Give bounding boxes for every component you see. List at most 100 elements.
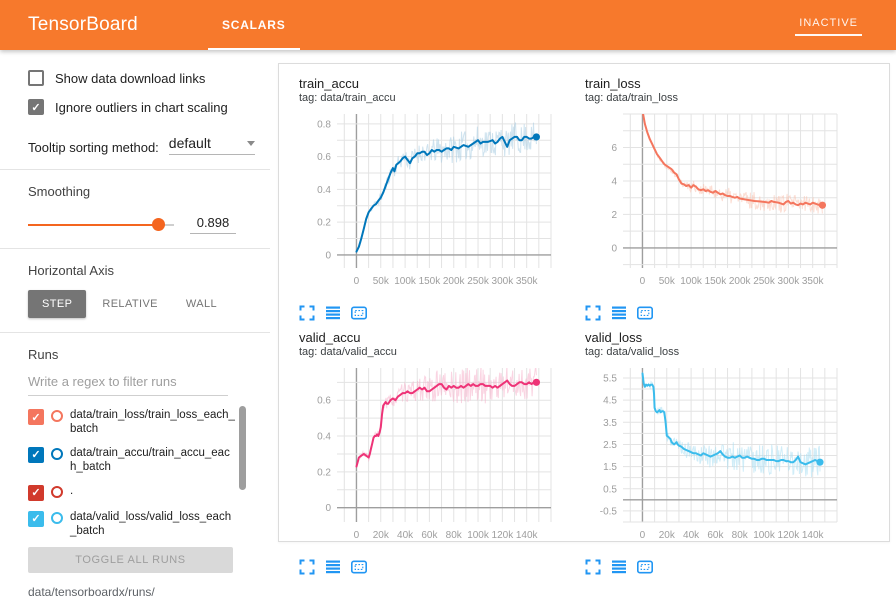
run-checkbox[interactable]: ✓ xyxy=(28,510,44,527)
svg-text:120k: 120k xyxy=(778,530,801,541)
svg-text:1.5: 1.5 xyxy=(603,462,617,473)
charts-card: train_accu tag: data/train_accu 0 50k 100k 15… xyxy=(278,63,890,575)
chart-title: train_loss xyxy=(585,76,641,91)
svg-text:100k: 100k xyxy=(680,276,703,287)
svg-text:350k: 350k xyxy=(516,276,539,287)
smoothing-value-input[interactable]: 0.898 xyxy=(190,215,236,234)
svg-text:0.6: 0.6 xyxy=(317,396,331,407)
run-row[interactable]: ✓ data/valid_loss/valid_loss_each_batch xyxy=(28,510,236,539)
chart-card-valid_accu: valid_accu tag: data/valid_accu 0 20k 40k 60k… xyxy=(299,330,575,576)
axis-wall-button[interactable]: WALL xyxy=(174,290,229,318)
status-dropdown[interactable]: INACTIVE xyxy=(795,15,862,36)
fit-domain-icon[interactable] xyxy=(351,305,367,321)
svg-text:100k: 100k xyxy=(753,530,776,541)
svg-text:5.5: 5.5 xyxy=(603,373,617,384)
fit-domain-icon[interactable] xyxy=(637,305,653,321)
svg-text:40k: 40k xyxy=(683,530,700,541)
run-label: . xyxy=(70,484,74,497)
log-scale-icon[interactable] xyxy=(325,559,341,575)
svg-text:50k: 50k xyxy=(659,276,676,287)
tab-scalars[interactable]: SCALARS xyxy=(204,0,304,50)
run-row[interactable]: ✓. xyxy=(28,484,236,501)
log-scale-icon[interactable] xyxy=(611,305,627,321)
expand-icon[interactable] xyxy=(585,559,601,575)
svg-text:120k: 120k xyxy=(492,530,515,541)
run-checkbox[interactable]: ✓ xyxy=(28,409,44,425)
toggle-all-runs-button[interactable]: TOGGLE ALL RUNS xyxy=(28,547,233,574)
ignore-outliers-label: Ignore outliers in chart scaling xyxy=(55,99,228,115)
chart-actions xyxy=(585,304,861,322)
runs-list: ✓ data/train_loss/train_loss_each_batch ✓ d… xyxy=(28,406,270,539)
ignore-outliers-checkbox[interactable]: ✓ xyxy=(28,99,44,115)
horizontal-axis-label: Horizontal Axis xyxy=(28,263,114,278)
expand-icon[interactable] xyxy=(299,559,315,575)
dashboard-main: train_accu tag: data/train_accu 0 50k 100k 15… xyxy=(270,50,896,575)
svg-text:140k: 140k xyxy=(516,530,539,541)
smoothing-slider[interactable] xyxy=(28,217,174,232)
svg-text:0: 0 xyxy=(354,276,360,287)
run-checkbox[interactable]: ✓ xyxy=(28,484,44,501)
slider-handle[interactable] xyxy=(152,217,166,231)
svg-text:60k: 60k xyxy=(421,530,438,541)
svg-text:50k: 50k xyxy=(373,276,390,287)
show-download-links-label: Show data download links xyxy=(55,70,206,86)
app-header: TensorBoard SCALARS INACTIVE xyxy=(0,0,896,50)
tooltip-sorting-label: Tooltip sorting method: xyxy=(28,140,159,155)
axis-relative-button[interactable]: RELATIVE xyxy=(90,290,170,318)
run-label: data/valid_loss/valid_loss_each_batch xyxy=(70,510,232,537)
svg-text:4: 4 xyxy=(611,176,617,187)
chart-tag: tag: data/train_accu xyxy=(299,92,396,104)
svg-text:20k: 20k xyxy=(659,530,676,541)
run-isolator-radio[interactable] xyxy=(51,447,63,460)
runs-logdir-path: data/tensorboardx/runs/ xyxy=(28,585,155,599)
svg-text:0: 0 xyxy=(611,243,617,254)
svg-text:100k: 100k xyxy=(394,276,417,287)
chart-tag: tag: data/valid_loss xyxy=(585,346,680,358)
chart-card-train_loss: train_loss tag: data/train_loss 0 50k 100k 15… xyxy=(585,76,861,322)
run-row[interactable]: ✓ data/train_accu/train_accu_each_batch xyxy=(28,446,236,475)
run-isolator-radio[interactable] xyxy=(51,410,63,422)
show-download-links-checkbox[interactable] xyxy=(28,70,44,86)
slider-fill xyxy=(28,223,160,226)
svg-text:100k: 100k xyxy=(467,530,490,541)
run-isolator-radio[interactable] xyxy=(51,511,63,524)
log-scale-icon[interactable] xyxy=(611,559,627,575)
svg-text:-0.5: -0.5 xyxy=(600,506,618,517)
svg-text:200k: 200k xyxy=(443,276,466,287)
svg-text:3.5: 3.5 xyxy=(603,418,617,429)
divider xyxy=(0,248,270,249)
svg-text:300k: 300k xyxy=(778,276,801,287)
fit-domain-icon[interactable] xyxy=(637,559,653,575)
runs-scrollbar[interactable] xyxy=(239,406,246,490)
svg-text:0.5: 0.5 xyxy=(603,484,617,495)
svg-text:0.6: 0.6 xyxy=(317,152,331,163)
svg-text:80k: 80k xyxy=(732,530,749,541)
svg-text:80k: 80k xyxy=(446,530,463,541)
ignore-outliers-row[interactable]: ✓ Ignore outliers in chart scaling xyxy=(28,99,270,115)
run-isolator-radio[interactable] xyxy=(51,485,63,498)
runs-filter-input[interactable] xyxy=(28,370,228,396)
svg-text:2.5: 2.5 xyxy=(603,440,617,451)
run-label: data/train_loss/train_loss_each_batch xyxy=(70,409,235,436)
svg-text:60k: 60k xyxy=(707,530,724,541)
expand-icon[interactable] xyxy=(585,305,601,321)
chevron-down-icon xyxy=(246,140,255,146)
run-checkbox[interactable]: ✓ xyxy=(28,446,44,463)
svg-text:6: 6 xyxy=(611,143,617,154)
expand-icon[interactable] xyxy=(299,305,315,321)
axis-step-button[interactable]: STEP xyxy=(28,290,87,318)
svg-text:2: 2 xyxy=(611,210,617,221)
run-row[interactable]: ✓ data/train_loss/train_loss_each_batch xyxy=(28,408,236,437)
chart-plot: 0 20k 40k 60k 80k 100k 120k 140k 0 0.2 0.4 0.6 xyxy=(317,368,552,541)
svg-text:150k: 150k xyxy=(419,276,442,287)
fit-domain-icon[interactable] xyxy=(351,559,367,575)
tooltip-sorting-select[interactable]: default xyxy=(168,135,255,155)
chart-title: valid_loss xyxy=(585,330,643,345)
svg-text:140k: 140k xyxy=(802,530,825,541)
slider-track[interactable] xyxy=(28,223,174,226)
log-scale-icon[interactable] xyxy=(325,305,341,321)
show-download-links-row[interactable]: Show data download links xyxy=(28,70,270,86)
chart-actions xyxy=(299,558,575,576)
svg-text:200k: 200k xyxy=(729,276,752,287)
chart-tag: tag: data/train_loss xyxy=(585,92,678,104)
